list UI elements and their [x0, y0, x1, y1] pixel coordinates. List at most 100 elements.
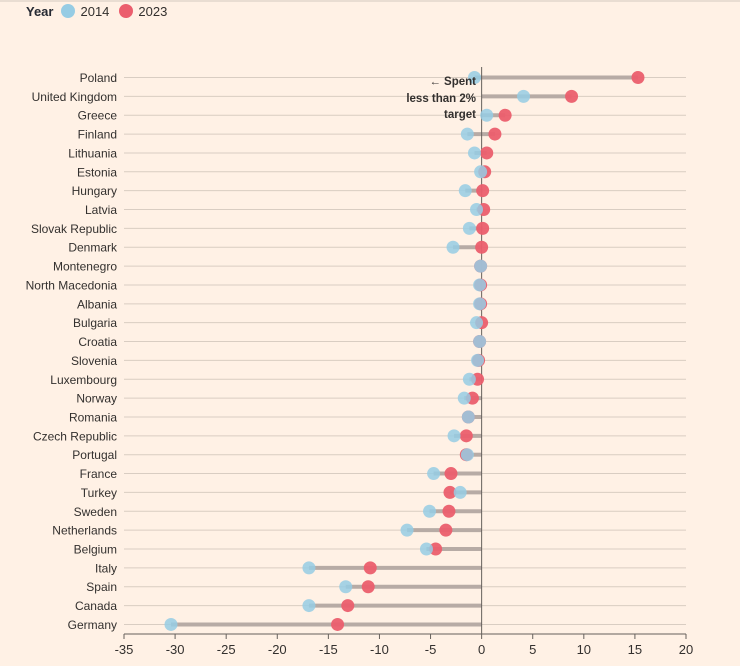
- point-2014-slovenia: [471, 353, 485, 367]
- x-tick-label--20: -20: [268, 642, 287, 657]
- legend: Year 2014 2023: [26, 2, 177, 20]
- x-tick-label-20: 20: [679, 642, 693, 657]
- category-label-finland: Finland: [78, 128, 117, 142]
- x-tick-label--5: -5: [425, 642, 437, 657]
- data-points: [164, 71, 645, 631]
- category-label-slovak-republic: Slovak Republic: [31, 222, 117, 236]
- point-2014-italy: [302, 561, 316, 575]
- range-bars: [171, 75, 638, 627]
- point-2014-netherlands: [400, 523, 414, 537]
- point-2014-latvia: [470, 203, 484, 217]
- point-2014-slovak-republic: [462, 221, 476, 235]
- point-2014-denmark: [446, 240, 460, 254]
- annotation: ← Spent less than 2% target: [406, 76, 476, 121]
- annotation-line-3: target: [444, 109, 476, 121]
- point-2014-sweden: [423, 504, 437, 518]
- point-2023-belgium: [429, 542, 443, 556]
- point-2023-france: [444, 467, 458, 481]
- point-2023-turkey: [443, 485, 457, 499]
- category-label-greece: Greece: [78, 109, 118, 123]
- point-2023-denmark: [475, 240, 489, 254]
- point-2023-spain: [361, 580, 375, 594]
- category-label-france: France: [80, 467, 118, 481]
- point-2014-croatia: [473, 335, 487, 349]
- point-2023-czech-republic: [459, 429, 473, 443]
- x-tick-label--25: -25: [217, 642, 236, 657]
- category-label-belgium: Belgium: [74, 543, 117, 557]
- category-label-montenegro: Montenegro: [53, 260, 117, 274]
- point-2014-czech-republic: [447, 429, 461, 443]
- point-2023-hungary: [476, 184, 490, 198]
- category-label-italy: Italy: [95, 561, 117, 575]
- point-2023-slovak-republic: [476, 221, 490, 235]
- point-2014-montenegro: [474, 259, 488, 273]
- point-2014-estonia: [474, 165, 488, 179]
- category-label-denmark: Denmark: [68, 241, 118, 255]
- category-label-germany: Germany: [68, 618, 117, 632]
- point-2014-bulgaria: [470, 316, 484, 330]
- legend-label-2014: 2014: [80, 3, 110, 19]
- point-2023-finland: [488, 127, 502, 141]
- category-label-turkey: Turkey: [81, 486, 117, 500]
- category-label-czech-republic: Czech Republic: [33, 429, 117, 443]
- point-2014-turkey: [453, 485, 467, 499]
- category-label-north-macedonia: North Macedonia: [26, 278, 118, 292]
- point-2014-north-macedonia: [473, 278, 487, 292]
- category-label-portugal: Portugal: [72, 448, 117, 462]
- legend-swatch-2023: [119, 4, 134, 18]
- x-tick-label-5: 5: [529, 642, 536, 657]
- point-2023-netherlands: [439, 523, 453, 537]
- point-2014-united-kingdom: [517, 89, 531, 103]
- category-label-spain: Spain: [86, 580, 117, 594]
- point-2014-canada: [302, 599, 316, 613]
- category-label-lithuania: Lithuania: [68, 146, 117, 160]
- category-label-latvia: Latvia: [85, 203, 117, 217]
- category-label-romania: Romania: [69, 410, 117, 424]
- category-label-slovenia: Slovenia: [71, 354, 117, 368]
- category-label-luxembourg: Luxembourg: [50, 373, 117, 387]
- point-2023-italy: [363, 561, 377, 575]
- x-tick-label-0: 0: [478, 642, 485, 657]
- point-2023-canada: [341, 599, 355, 613]
- x-tick-label--30: -30: [166, 642, 185, 657]
- point-2014-albania: [473, 297, 487, 311]
- top-border: [0, 0, 740, 2]
- annotation-line-1: ← Spent: [429, 76, 476, 88]
- category-label-bulgaria: Bulgaria: [73, 316, 117, 330]
- point-2014-poland: [467, 71, 481, 84]
- annotation-line-2: less than 2%: [406, 93, 476, 105]
- x-tick-label-10: 10: [577, 642, 591, 657]
- point-2014-portugal: [460, 448, 474, 462]
- category-label-norway: Norway: [76, 392, 117, 406]
- point-2014-germany: [164, 617, 178, 631]
- point-2014-luxembourg: [462, 372, 476, 386]
- category-label-united-kingdom: United Kingdom: [32, 90, 117, 104]
- point-2023-poland: [631, 71, 645, 84]
- legend-item-2014: 2014: [61, 4, 109, 19]
- category-label-albania: Albania: [77, 297, 117, 311]
- point-2014-france: [427, 467, 441, 481]
- point-2014-romania: [461, 410, 475, 424]
- legend-swatch-2014: [61, 4, 76, 18]
- point-2023-germany: [331, 617, 345, 631]
- point-2014-finland: [460, 127, 474, 141]
- category-label-croatia: Croatia: [78, 335, 117, 349]
- point-2023-lithuania: [480, 146, 494, 160]
- point-2023-united-kingdom: [565, 89, 579, 103]
- row-gridlines: [124, 77, 686, 625]
- category-label-hungary: Hungary: [72, 184, 117, 198]
- x-tick-label-15: 15: [628, 642, 642, 657]
- category-label-poland: Poland: [80, 71, 117, 85]
- category-label-estonia: Estonia: [77, 165, 117, 179]
- category-label-netherlands: Netherlands: [52, 524, 117, 538]
- category-labels: Poland United Kingdom Greece Finland Lithuan…: [26, 71, 118, 632]
- point-2014-norway: [457, 391, 471, 405]
- x-tick-label--35: -35: [115, 642, 134, 657]
- x-tick-label--15: -15: [319, 642, 338, 657]
- point-2014-lithuania: [467, 146, 481, 160]
- x-tick-labels: -35 -25 -20 -15 -10 -5 0 5 10 15 20 -30: [115, 642, 694, 657]
- point-2014-spain: [339, 580, 353, 594]
- point-2014-greece: [480, 108, 494, 122]
- legend-label-2023: 2023: [138, 3, 168, 19]
